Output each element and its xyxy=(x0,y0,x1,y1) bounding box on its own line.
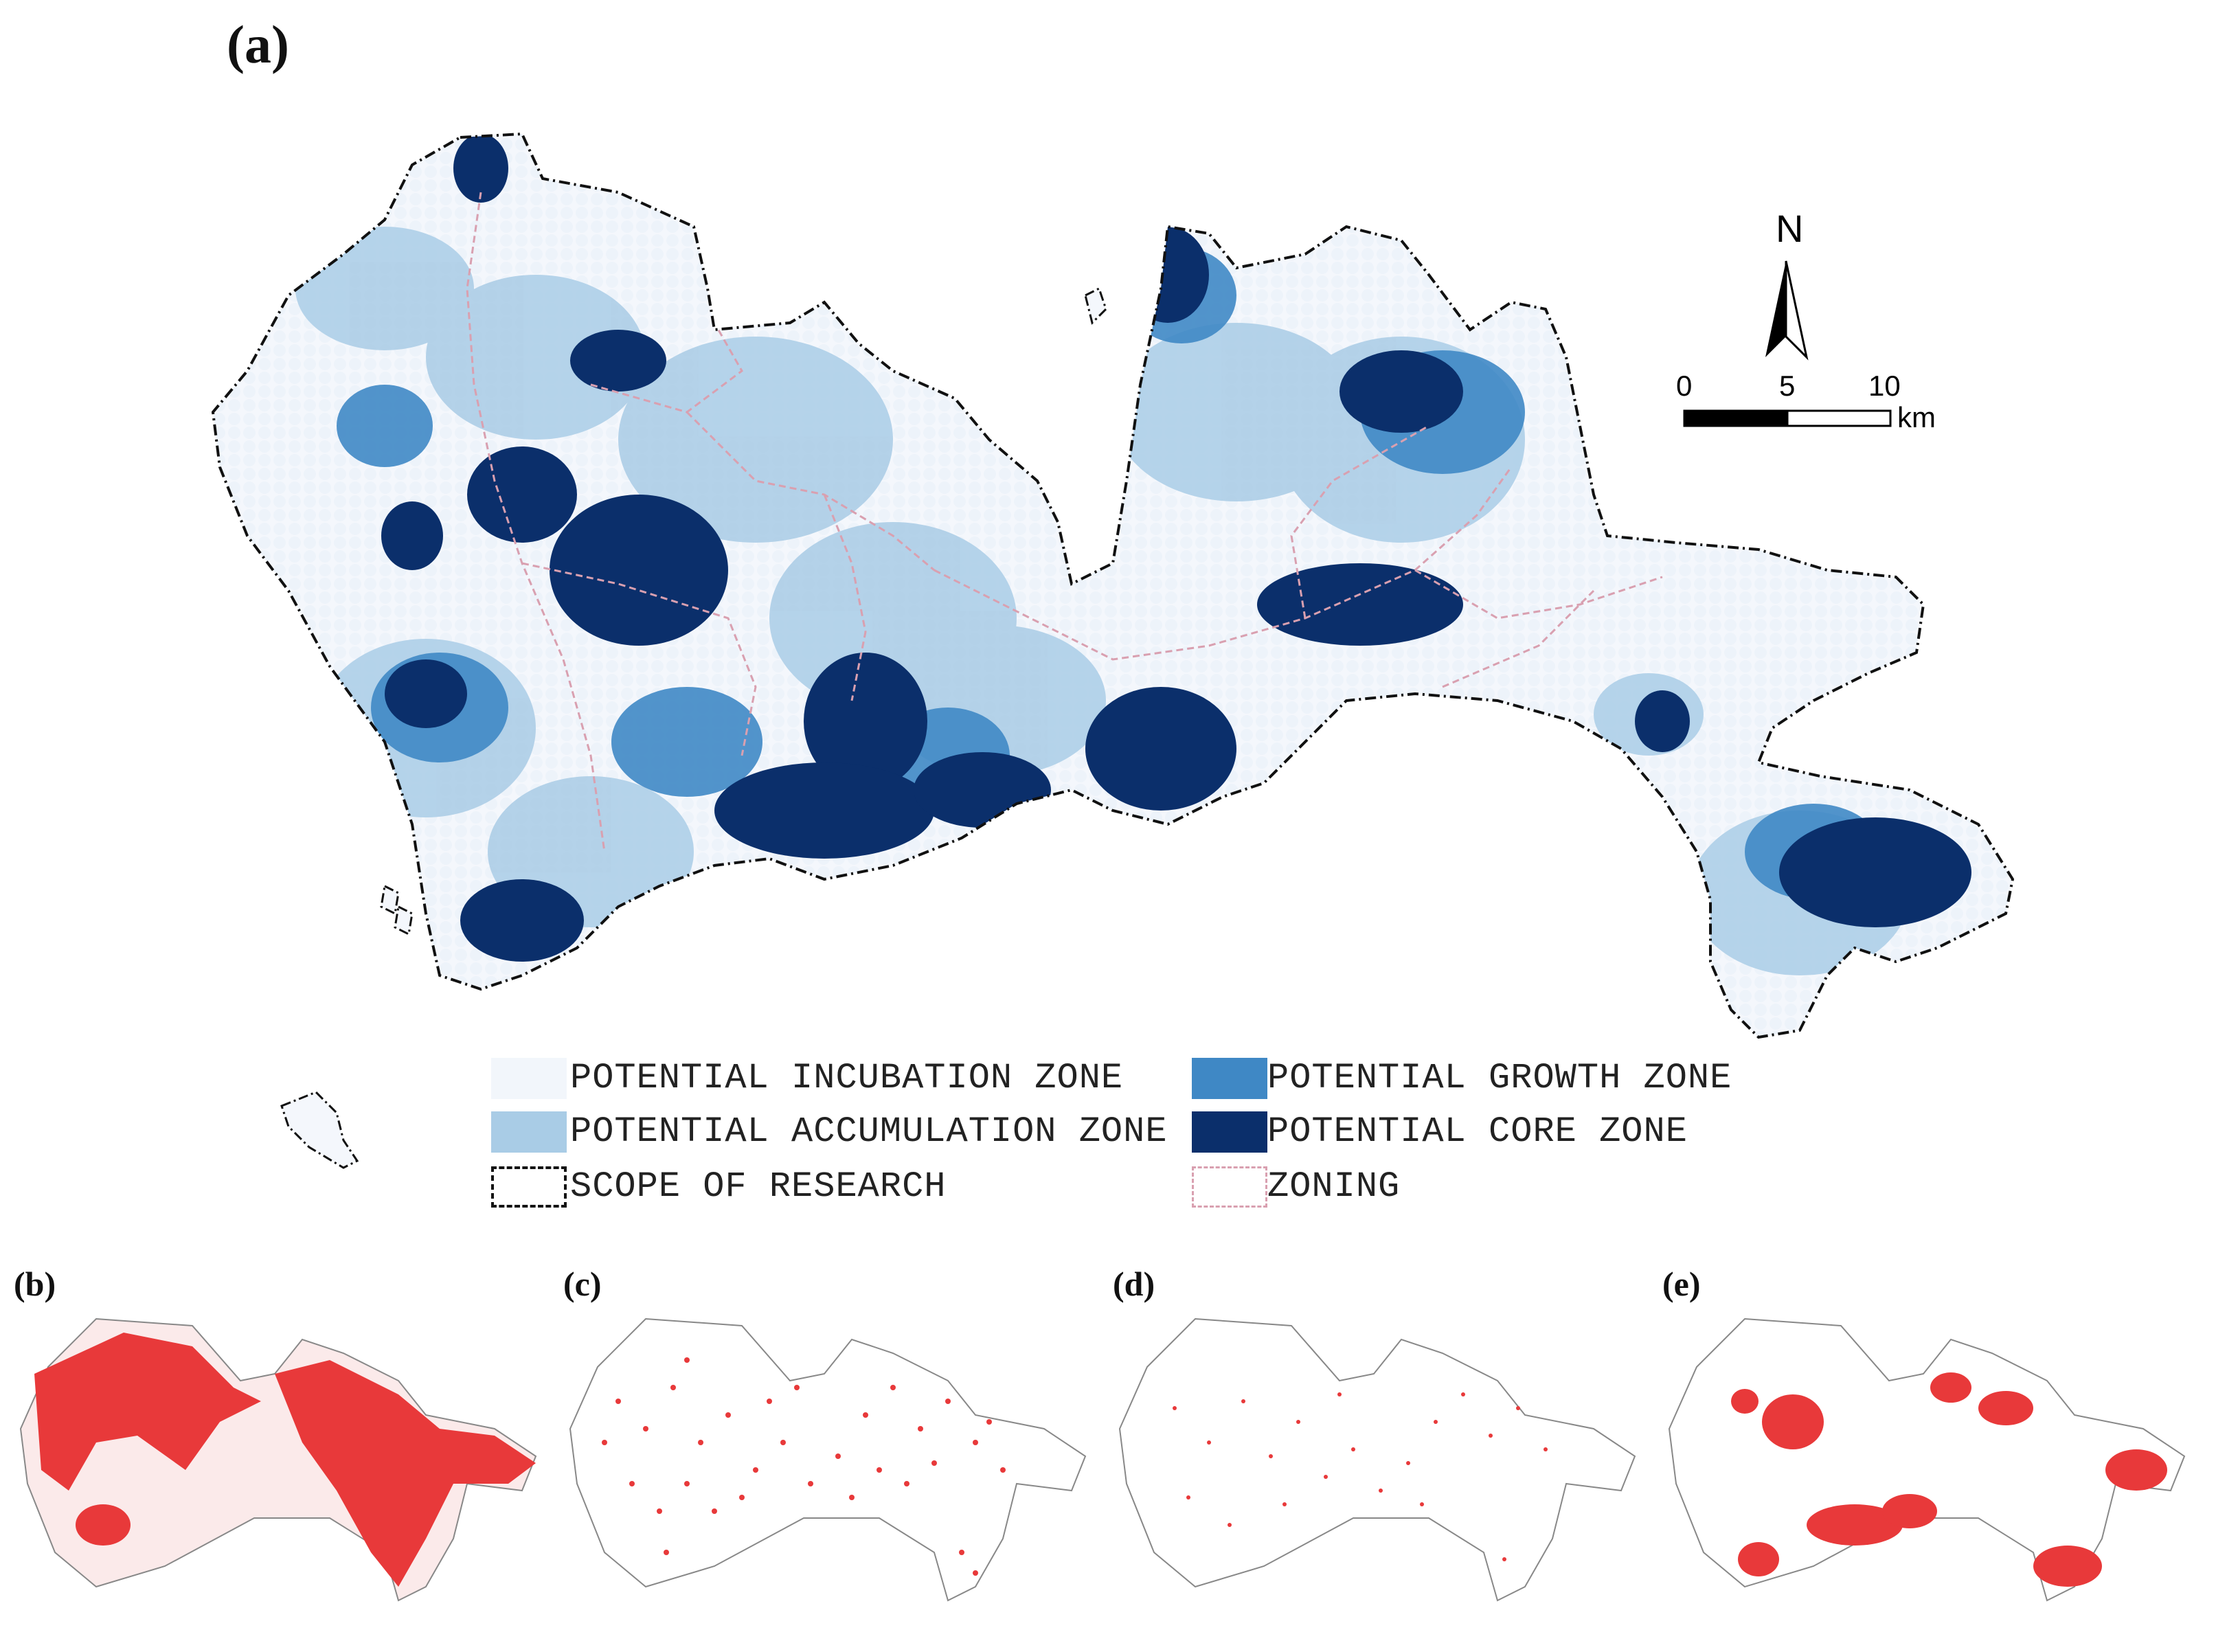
panel-d-map xyxy=(1118,1317,1636,1602)
legend-swatch-incubation xyxy=(491,1058,567,1099)
legend-swatch-scope xyxy=(491,1166,567,1208)
panel-c-dots xyxy=(602,1357,1006,1576)
panel-c-map xyxy=(569,1317,1087,1602)
scalebar-tick-10: 10 xyxy=(1868,370,1901,402)
legend-label-growth: POTENTIAL GROWTH ZONE xyxy=(1267,1058,1732,1098)
panel-label-a: (a) xyxy=(227,14,289,74)
panel-c: (c) xyxy=(563,1264,1099,1649)
legend-label-core: POTENTIAL CORE ZONE xyxy=(1267,1111,1688,1152)
scalebar-tick-0: 0 xyxy=(1676,370,1693,402)
islands xyxy=(280,286,1107,1169)
legend-swatch-growth xyxy=(1192,1058,1267,1099)
panel-d: (d) xyxy=(1113,1264,1649,1649)
north-label: N xyxy=(1776,207,1804,250)
zoning-lines xyxy=(466,192,1663,852)
legend-label-incubation: POTENTIAL INCUBATION ZONE xyxy=(570,1058,1124,1098)
legend-swatch-core xyxy=(1192,1111,1267,1153)
scalebar-tick-5: 5 xyxy=(1779,370,1796,402)
panel-e-highlight xyxy=(1731,1372,2167,1587)
panel-b-map xyxy=(19,1317,537,1602)
panel-d-dots xyxy=(1173,1392,1548,1561)
legend-label-scope: SCOPE OF RESEARCH xyxy=(570,1166,947,1207)
hex-grid xyxy=(213,134,2013,1037)
panel-e: (e) xyxy=(1662,1264,2198,1649)
legend-swatch-accumulation xyxy=(491,1111,567,1153)
legend-label-accumulation: POTENTIAL ACCUMULATION ZONE xyxy=(570,1111,1168,1152)
legend-label-zoning: ZONING xyxy=(1267,1166,1401,1207)
scalebar xyxy=(1683,409,1892,427)
legend-swatch-zoning xyxy=(1192,1166,1267,1208)
panel-b-highlight xyxy=(34,1333,536,1587)
panel-label-d: (d) xyxy=(1113,1265,1155,1303)
panel-e-map xyxy=(1668,1317,2186,1602)
main-map xyxy=(212,133,2014,1169)
panel-label-c: (c) xyxy=(563,1265,602,1303)
panel-label-e: (e) xyxy=(1662,1265,1701,1303)
north-arrow-icon xyxy=(1765,260,1809,361)
core-clusters xyxy=(381,134,1971,962)
scalebar-unit: km xyxy=(1897,401,1936,433)
panel-b: (b) xyxy=(14,1264,550,1649)
panel-label-b: (b) xyxy=(14,1265,56,1303)
